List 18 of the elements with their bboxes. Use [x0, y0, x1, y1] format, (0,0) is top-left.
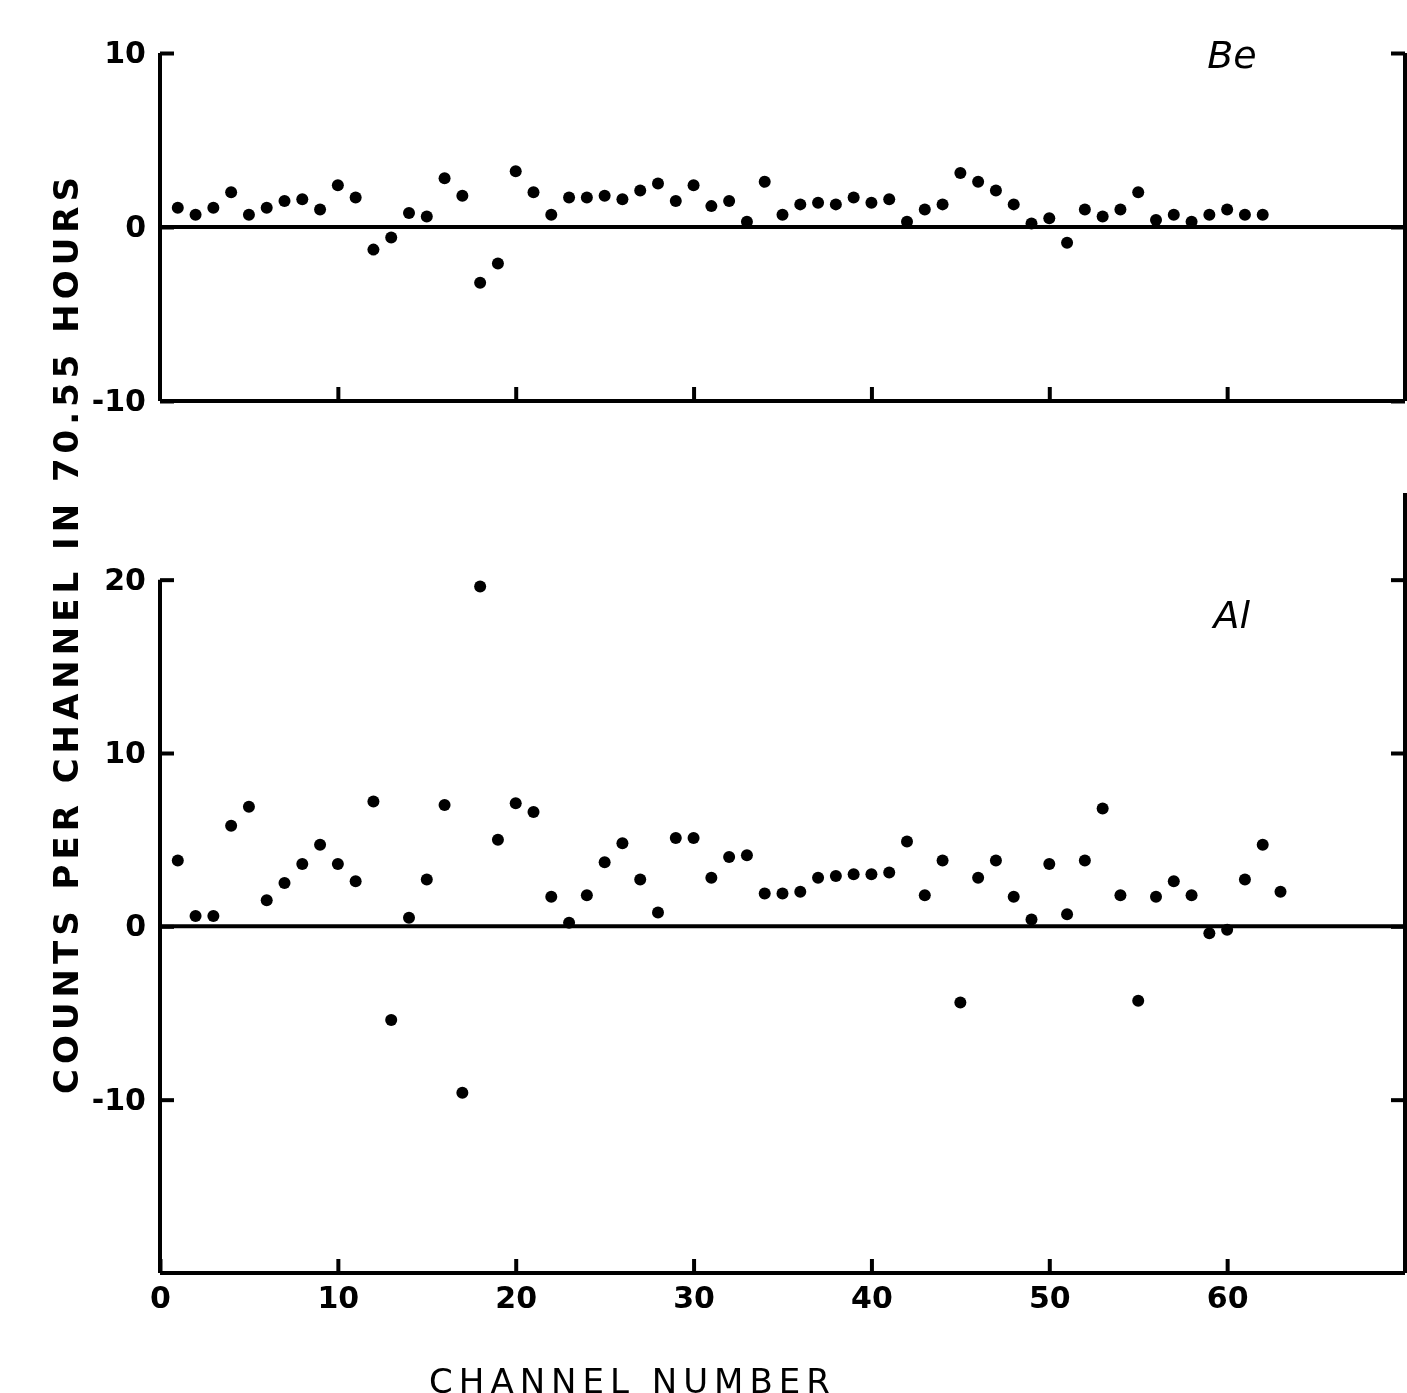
annotation: Be [1207, 33, 1257, 77]
y-axis-title: COUNTS PER CHANNEL IN 70.55 HOURS [46, 172, 86, 1094]
x-tick-label: 20 [495, 1280, 538, 1316]
y-tick-label: 10 [104, 35, 146, 71]
x-tick-label: 0 [150, 1280, 171, 1316]
x-tick-label: 60 [1206, 1280, 1249, 1316]
x-tick-label: 40 [851, 1280, 893, 1316]
y-tick-label: 10 [104, 735, 146, 771]
y-tick-label: 20 [104, 561, 146, 597]
y-tick-label: -10 [91, 1081, 146, 1117]
x-tick-label: 10 [317, 1280, 360, 1316]
y-tick-label: 0 [125, 908, 146, 944]
x-tick-label: 30 [673, 1280, 715, 1316]
y-tick-label: -10 [91, 383, 146, 419]
x-axis-title: CHANNEL NUMBER [429, 1361, 836, 1393]
y-tick-label: 0 [125, 209, 146, 245]
x-tick-label: 50 [1028, 1280, 1071, 1316]
annotation: Al [1210, 593, 1251, 637]
